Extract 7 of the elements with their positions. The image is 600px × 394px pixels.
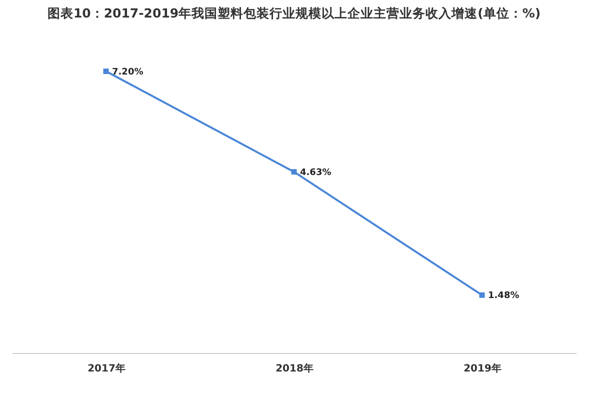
data-label: 1.48% xyxy=(488,291,520,302)
x-tick-label: 2017年 xyxy=(88,362,126,374)
x-tick-label: 2018年 xyxy=(276,362,314,374)
x-tick-label: 2019年 xyxy=(464,362,502,374)
data-label: 7.20% xyxy=(112,67,144,78)
data-label: 4.63% xyxy=(300,168,332,178)
chart-title: 图表10：2017-2019年我国塑料包装行业规模以上企业主营业务收入增速(单位：%) xyxy=(47,6,541,20)
